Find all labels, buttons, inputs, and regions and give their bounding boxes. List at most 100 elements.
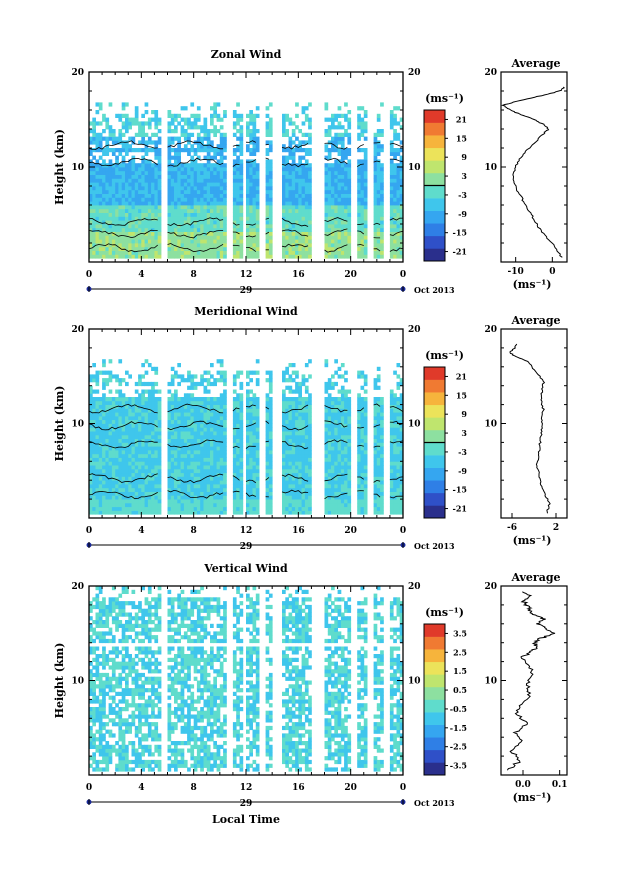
profile-title: Average	[510, 571, 560, 584]
x-tick-label: 12	[240, 270, 253, 280]
colorbar-segment	[424, 160, 445, 174]
date-day-label: 29	[240, 542, 253, 552]
colorbar-tick-label: 3.5	[453, 628, 467, 638]
y-tick-label: 20	[71, 325, 84, 335]
wind-field	[89, 102, 404, 259]
colorbar-tick-label: -9	[458, 209, 467, 219]
colorbar-tick-label: -1.5	[450, 723, 467, 733]
x-tick-label: 16	[292, 526, 305, 536]
x-tick-label: 20	[344, 783, 357, 793]
y-tick-label: 20	[71, 582, 84, 592]
wind-field	[89, 359, 404, 515]
y-tick-label-right: 10	[408, 677, 421, 687]
average-profile-panel: Average 10 20 -6 2(ms⁻¹)	[484, 314, 568, 547]
colorbar-tick-label: -0.5	[450, 704, 467, 714]
profile-y-tick-label: 20	[484, 68, 497, 78]
colorbar-segment	[424, 762, 445, 776]
y-tick-label: 10	[71, 677, 84, 687]
colorbar-segment	[424, 392, 445, 406]
y-axis-label: Height (km)	[53, 129, 66, 205]
colorbar-segment	[424, 122, 445, 136]
colorbar-unit: (ms⁻¹)	[425, 92, 464, 105]
profile-line	[506, 591, 556, 771]
colorbar-segment	[424, 110, 445, 123]
colorbar-segment	[424, 147, 445, 161]
x-tick-label: 4	[138, 270, 144, 280]
colorbar-tick-label: -21	[453, 504, 467, 514]
colorbar-segment	[424, 737, 445, 751]
panel-zonal-wind: Zonal Wind 10 10 20 20 Height (km) 0 4 8 12 16 20 0 2…	[53, 48, 568, 296]
colorbar-tick-label: -15	[453, 228, 467, 238]
colorbar-tick-label: 0.5	[453, 685, 467, 695]
date-label: Oct 2013	[414, 541, 455, 551]
y-axis-label: Height (km)	[53, 386, 66, 462]
y-tick-label-right: 10	[408, 420, 421, 430]
profile-y-tick-label: 10	[484, 163, 497, 173]
colorbar-tick-label: 15	[456, 390, 467, 400]
x-axis-label: Local Time	[212, 813, 280, 826]
profile-frame	[500, 328, 568, 519]
profile-x-tick-label: 2	[553, 523, 559, 533]
colorbar-tick-label: 9	[461, 409, 467, 419]
average-profile-panel: Average 10 20 -10 0(ms⁻¹)	[484, 57, 568, 291]
profile-x-tick-label: 0.0	[515, 780, 531, 790]
date-day-label: 29	[240, 799, 253, 809]
profile-unit: (ms⁻¹)	[513, 534, 552, 547]
x-tick-label: 4	[138, 526, 144, 536]
colorbar-segment	[424, 480, 445, 494]
colorbar-segment	[424, 505, 445, 519]
x-tick-label: 0	[400, 526, 406, 536]
colorbar-tick-label: -3.5	[450, 761, 467, 771]
x-tick-label: 0	[86, 526, 92, 536]
colorbar-segment	[424, 367, 445, 380]
profile-y-tick-label: 20	[484, 582, 497, 592]
colorbar-segment	[424, 455, 445, 468]
date-label: Oct 2013	[414, 798, 455, 808]
colorbar-tick-label: 15	[456, 133, 467, 143]
x-tick-label: 8	[191, 270, 197, 280]
colorbar-segment	[424, 248, 445, 262]
colorbar-frame	[423, 623, 446, 776]
y-tick-label-right: 20	[408, 68, 421, 78]
contour-line	[88, 140, 404, 150]
colorbar-segment	[424, 172, 445, 186]
colorbar-tick-label: -9	[458, 466, 467, 476]
panel-title: Vertical Wind	[203, 562, 288, 575]
x-tick-label: 16	[292, 783, 305, 793]
x-tick-label: 8	[191, 526, 197, 536]
x-tick-label: 16	[292, 270, 305, 280]
colorbar-tick-label: 1.5	[453, 666, 467, 676]
x-tick-label: 0	[86, 783, 92, 793]
panel-title: Meridional Wind	[194, 305, 298, 318]
colorbar-unit: (ms⁻¹)	[425, 349, 464, 362]
colorbar-tick-label: 9	[461, 152, 467, 162]
profile-x-tick-label: 0	[549, 267, 555, 277]
average-profile-panel: Average 10 20 0.0 0.1(ms⁻¹)	[484, 571, 568, 804]
contour-line	[88, 420, 404, 431]
profile-x-tick-label: -6	[507, 523, 517, 533]
colorbar-segment	[424, 417, 445, 431]
profile-title: Average	[510, 314, 560, 327]
contour-line	[88, 243, 404, 253]
y-tick-label-right: 10	[408, 163, 421, 173]
panel-vertical-wind: Vertical Wind 10 10 20 20 Height (km) 0 4 8 12 16 2…	[53, 562, 568, 826]
profile-line	[500, 86, 565, 258]
profile-x-tick-label: 0.1	[552, 780, 568, 790]
contour-line	[88, 439, 404, 450]
colorbar-segment	[424, 429, 445, 443]
y-axis-label: Height (km)	[53, 643, 66, 719]
contour-line	[88, 228, 404, 239]
y-tick-label: 20	[71, 68, 84, 78]
colorbar-segment	[424, 379, 445, 393]
contour-line	[88, 489, 404, 500]
profile-y-tick-label: 10	[484, 420, 497, 430]
profile-frame	[500, 71, 568, 263]
colorbar-segment	[424, 467, 445, 481]
profile-y-tick-label: 20	[484, 325, 497, 335]
x-tick-label: 0	[86, 270, 92, 280]
y-tick-label: 10	[71, 420, 84, 430]
colorbar-tick-label: 21	[456, 371, 467, 381]
wind-field	[89, 586, 404, 772]
y-tick-label-right: 20	[408, 325, 421, 335]
colorbar-tick-label: -21	[453, 247, 467, 257]
